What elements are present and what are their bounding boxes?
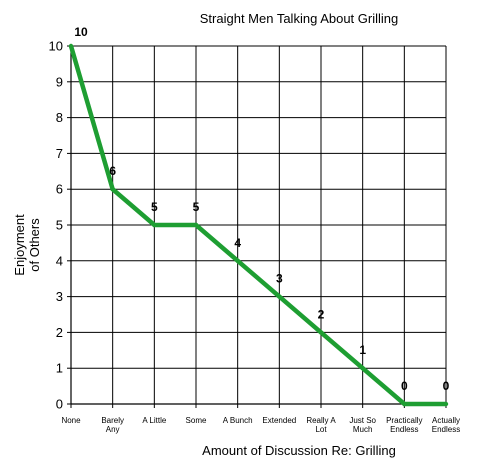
x-tick-label: Extended (262, 416, 296, 425)
data-point (443, 401, 449, 407)
data-point (277, 294, 282, 299)
y-tick-label: 1 (56, 361, 63, 376)
y-tick-label: 10 (49, 39, 63, 54)
y-tick-labels: 0 1 2 3 4 5 6 7 8 9 10 (49, 39, 63, 412)
data-label: 0 (443, 379, 450, 393)
data-point (318, 330, 324, 335)
axes (67, 45, 447, 408)
data-label: 2 (318, 307, 325, 321)
data-label: 5 (151, 200, 158, 214)
chart-title: Straight Men Talking About Grilling (200, 11, 398, 26)
data-label: 5 (193, 200, 200, 214)
series-line (68, 45, 446, 407)
x-tick-label: A Bunch (223, 416, 253, 425)
data-label: 4 (234, 236, 241, 250)
data-label: 3 (276, 272, 283, 286)
data-point (360, 366, 365, 371)
data-point (193, 222, 199, 228)
x-tick-label: Just So Much (349, 416, 376, 434)
y-tick-label: 3 (56, 289, 63, 304)
y-tick-label: 2 (56, 325, 63, 340)
data-label: 1 (359, 343, 366, 357)
x-axis-title: Amount of Discussion Re: Grilling (202, 443, 396, 458)
y-axis-title-line: Enjoyment (12, 214, 27, 276)
x-tick-label: Actually Endless (432, 416, 460, 434)
y-tick-label: 5 (56, 218, 63, 233)
y-tick-label: 7 (56, 146, 63, 161)
data-point (110, 187, 115, 192)
y-tick-label: 4 (56, 253, 63, 268)
y-tick-label: 9 (56, 74, 63, 89)
series (68, 43, 449, 407)
x-tick-label: A Little (142, 416, 167, 425)
x-tick-label: Some (186, 416, 207, 425)
y-tick-label: 8 (56, 110, 63, 125)
data-label: 6 (109, 164, 116, 178)
data-point (402, 401, 407, 407)
data-label: 10 (74, 25, 88, 39)
data-point (152, 222, 157, 228)
x-tick-labels: None Barely Any A Little Some A Bunch Extended… (61, 416, 460, 434)
y-tick-label: 0 (56, 397, 63, 412)
y-tick-label: 6 (56, 182, 63, 197)
x-tick-label: None (61, 416, 81, 425)
data-label: 0 (401, 379, 408, 393)
x-tick-label: Barely Any (101, 416, 124, 434)
x-tick-label: Practically Endless (386, 416, 422, 434)
y-axis-title: Enjoyment of Others (12, 214, 42, 276)
data-point (68, 43, 74, 49)
y-axis-title-line: of Others (27, 218, 42, 272)
grid (70, 45, 447, 405)
x-tick-label: Really A Lot (306, 416, 336, 434)
data-point (235, 258, 240, 263)
